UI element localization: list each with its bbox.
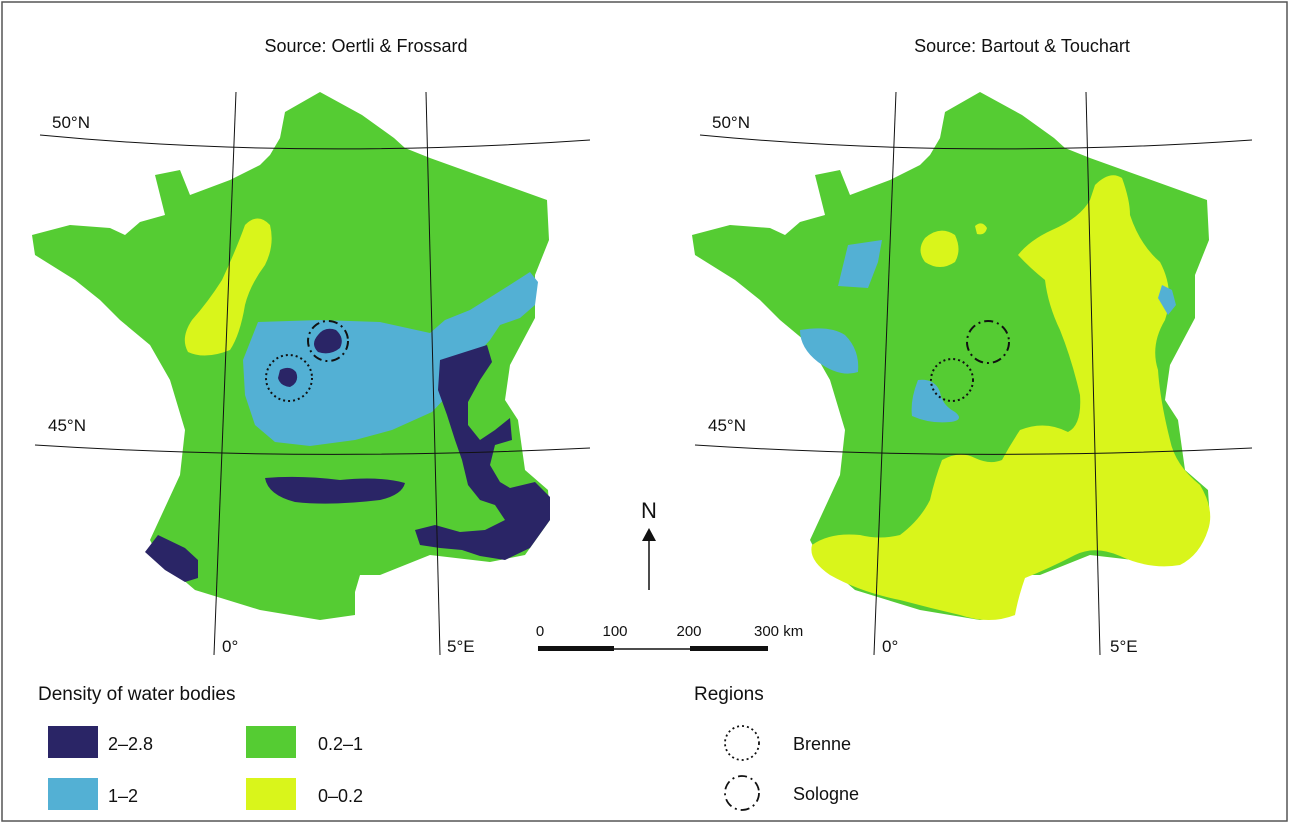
graticule-45n — [34, 444, 591, 455]
scale-tick-label: 100 — [602, 623, 627, 640]
sologne-marker — [307, 320, 349, 362]
region-density-2-2.8 — [278, 367, 298, 387]
scale-segment — [538, 646, 614, 651]
lat-label-50n: 50°N — [712, 113, 750, 132]
legend-label-0-0.2: 0–0.2 — [318, 786, 363, 806]
graticule-5e — [425, 91, 441, 656]
region-density-1-2 — [911, 379, 959, 423]
map-oertli-frossard: Source: Oertli & Frossard 50°N 45°N 0° 5… — [32, 36, 591, 656]
brenne-marker — [265, 354, 313, 402]
lat-label-50n: 50°N — [52, 113, 90, 132]
north-arrow-head — [642, 528, 656, 541]
region-density-1-2 — [800, 328, 859, 374]
region-density-1-2 — [838, 240, 882, 288]
region-density-0-0.2 — [811, 175, 1211, 620]
legend-density: Density of water bodies 2–2.8 0.2–1 1–2 … — [38, 684, 363, 810]
map-title: Source: Oertli & Frossard — [264, 36, 467, 56]
scale-tick-label: 300 km — [754, 623, 803, 640]
graticule-50n — [39, 134, 591, 150]
lon-label-5e: 5°E — [1110, 637, 1138, 656]
legend-sologne-symbol — [724, 775, 760, 811]
legend-regions: Regions Brenne Sologne — [694, 684, 859, 811]
region-density-0-0.2 — [920, 230, 959, 267]
region-density-1-2 — [243, 272, 538, 446]
scale-bar: 0 100 200 300 km — [536, 623, 803, 651]
lat-label-45n: 45°N — [708, 416, 746, 435]
map-title: Source: Bartout & Touchart — [914, 36, 1130, 56]
legend-label-sologne: Sologne — [793, 784, 859, 804]
legend-label-brenne: Brenne — [793, 734, 851, 754]
legend-swatch-0-0.2 — [246, 778, 296, 810]
graticule-50n — [699, 134, 1253, 150]
region-density-1-2 — [1158, 285, 1176, 315]
legend-label-2-2.8: 2–2.8 — [108, 734, 153, 754]
legend-swatch-1-2 — [48, 778, 98, 810]
legend-density-title: Density of water bodies — [38, 684, 236, 705]
map-bartout-touchart: Source: Bartout & Touchart 50°N 45°N 0° … — [692, 36, 1253, 656]
graticule-0 — [873, 91, 897, 656]
north-arrow: N — [641, 498, 657, 590]
legend-label-1-2: 1–2 — [108, 786, 138, 806]
legend-swatch-0.2-1 — [246, 726, 296, 758]
north-arrow-label: N — [641, 498, 657, 523]
graticule-45n — [694, 444, 1253, 455]
lat-label-45n: 45°N — [48, 416, 86, 435]
legend-label-0.2-1: 0.2–1 — [318, 734, 363, 754]
brenne-marker — [930, 358, 974, 402]
scale-tick-label: 0 — [536, 623, 544, 640]
legend-brenne-symbol — [724, 725, 760, 761]
graticule-5e — [1085, 91, 1101, 656]
region-density-2-2.8 — [145, 535, 198, 582]
legend-swatch-2-2.8 — [48, 726, 98, 758]
scale-segment — [690, 646, 768, 651]
region-density-2-2.8 — [265, 476, 405, 504]
lon-label-5e: 5°E — [447, 637, 475, 656]
lon-label-0: 0° — [222, 637, 238, 656]
legend-regions-title: Regions — [694, 684, 764, 705]
region-density-2-2.8 — [314, 328, 342, 354]
sologne-marker — [966, 320, 1010, 364]
graticule-0 — [213, 91, 237, 656]
lon-label-0: 0° — [882, 637, 898, 656]
region-density-0-0.2 — [975, 223, 987, 235]
scale-tick-label: 200 — [676, 623, 701, 640]
